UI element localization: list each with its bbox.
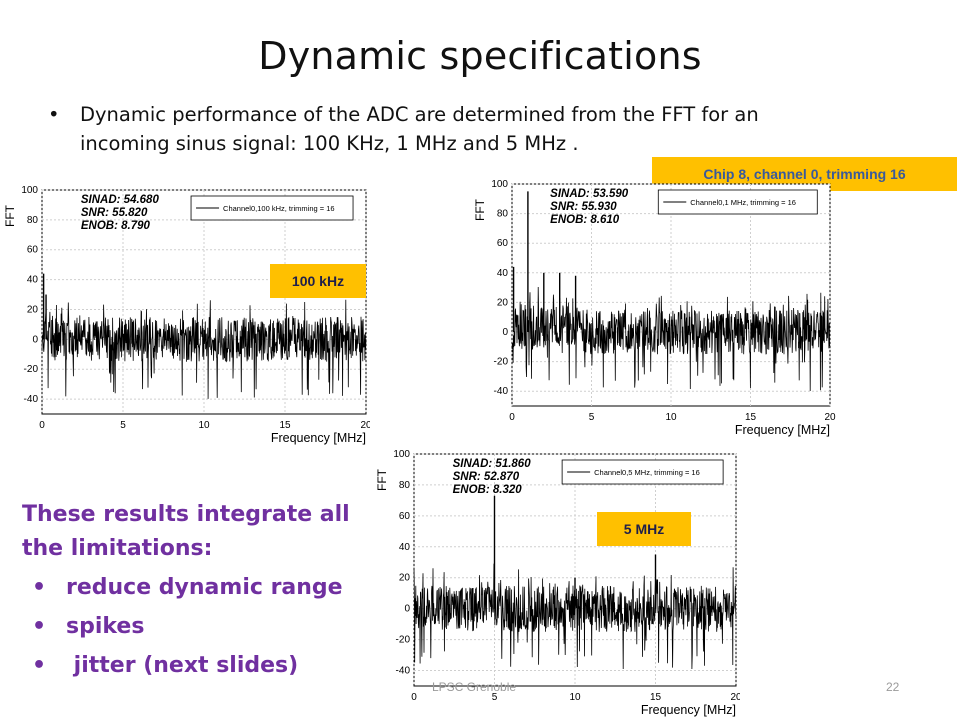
y-tick-label: 20 xyxy=(497,297,509,308)
y-tick-label: 80 xyxy=(399,480,411,491)
x-tick-label: 0 xyxy=(509,412,515,423)
x-tick-label: 10 xyxy=(569,692,581,703)
fft-chart-5mhz: 0 5 10 15 20 -40 -20 0 20 40 60 80 100 SINAD: 51.860S… xyxy=(376,449,740,717)
y-tick-label: 0 xyxy=(502,327,508,338)
x-tick-label: 20 xyxy=(824,412,836,423)
x-tick-label: 10 xyxy=(665,412,677,423)
list-item: • reduce dynamic range xyxy=(22,568,350,607)
y-axis-label: FFT xyxy=(376,468,389,491)
stat-label: SINAD: 54.680 xyxy=(81,194,160,206)
limitations-list: • reduce dynamic range • spikes • jitter (… xyxy=(22,568,350,685)
y-tick-label: -40 xyxy=(396,666,411,677)
y-tick-label: -40 xyxy=(494,386,509,397)
intro-line-1: Dynamic performance of the ADC are deter… xyxy=(80,103,759,126)
bullet-dot: • xyxy=(32,614,47,639)
stat-label: ENOB: 8.610 xyxy=(550,214,620,226)
list-item: • spikes xyxy=(22,607,350,646)
stat-label: ENOB: 8.320 xyxy=(453,484,523,496)
stat-label: SINAD: 53.590 xyxy=(550,188,629,200)
y-tick-label: 20 xyxy=(399,573,411,584)
stat-label: SNR: 55.820 xyxy=(81,207,148,219)
y-tick-label: 80 xyxy=(497,209,509,220)
x-axis-label: Frequency [MHz] xyxy=(735,423,830,437)
bullet-dot: • xyxy=(32,575,47,600)
x-tick-label: 0 xyxy=(411,692,417,703)
y-tick-label: 40 xyxy=(399,542,411,553)
x-tick-label: 20 xyxy=(360,420,370,431)
x-tick-label: 15 xyxy=(745,412,757,423)
x-tick-label: 15 xyxy=(279,420,291,431)
fft-chart-1mhz: 0 5 10 15 20 -40 -20 0 20 40 60 80 100 SINAD: 53.590S… xyxy=(473,180,836,437)
y-tick-label: 100 xyxy=(491,180,508,190)
bullet-dot: • xyxy=(48,103,60,126)
y-tick-label: 100 xyxy=(21,186,38,196)
y-tick-label: -20 xyxy=(494,357,509,368)
y-tick-label: 0 xyxy=(404,604,410,615)
y-tick-label: 60 xyxy=(399,511,411,522)
y-tick-label: 100 xyxy=(393,449,410,460)
y-tick-label: 20 xyxy=(27,304,39,315)
fft-chart-100khz: 0 5 10 15 20 -40 -20 0 20 40 60 80 100 SINAD: 54.680S… xyxy=(4,186,370,445)
y-tick-label: -20 xyxy=(24,364,39,375)
bullet-dot: • xyxy=(32,653,47,678)
y-axis-label: FFT xyxy=(4,204,17,227)
y-tick-label: 60 xyxy=(497,238,509,249)
conclusion-block: These results integrate all the limitati… xyxy=(22,498,350,685)
y-tick-label: 40 xyxy=(497,268,509,279)
conclusion-title-line-2: the limitations: xyxy=(22,536,213,561)
x-tick-label: 5 xyxy=(492,692,498,703)
y-tick-label: -20 xyxy=(396,635,411,646)
intro-bullet: • Dynamic performance of the ADC are det… xyxy=(48,100,888,158)
y-tick-label: 60 xyxy=(27,245,39,256)
x-tick-label: 10 xyxy=(198,420,210,431)
page-number: 22 xyxy=(886,680,900,694)
x-tick-label: 5 xyxy=(120,420,126,431)
fft-trace xyxy=(413,563,737,670)
stat-label: SINAD: 51.860 xyxy=(453,458,532,470)
intro-line-2: incoming sinus signal: 100 KHz, 1 MHz an… xyxy=(80,132,579,155)
legend-label: Channel0,5 MHz, trimming = 16 xyxy=(594,468,700,477)
slide-title: Dynamic specifications xyxy=(258,34,702,78)
x-axis-label: Frequency [MHz] xyxy=(271,431,366,445)
stat-label: SNR: 55.930 xyxy=(550,201,617,213)
x-tick-label: 0 xyxy=(39,420,45,431)
legend-label: Channel0,1 MHz, trimming = 16 xyxy=(690,198,796,207)
footer-org: LPSC Grenoble xyxy=(432,680,517,694)
legend-label: Channel0,100 kHz, trimming = 16 xyxy=(223,204,335,213)
x-tick-label: 20 xyxy=(730,692,740,703)
x-tick-label: 5 xyxy=(589,412,595,423)
stat-label: SNR: 52.870 xyxy=(453,471,520,483)
tag-5mhz: 5 MHz xyxy=(597,512,691,546)
list-item: • jitter (next slides) xyxy=(22,646,350,685)
tag-100khz: 100 kHz xyxy=(270,264,366,298)
y-axis-label: FFT xyxy=(473,198,487,221)
stat-label: ENOB: 8.790 xyxy=(81,220,151,232)
y-tick-label: 80 xyxy=(27,215,39,226)
x-tick-label: 15 xyxy=(650,692,662,703)
fft-trace xyxy=(41,299,367,399)
y-tick-label: 40 xyxy=(27,275,39,286)
fft-trace xyxy=(511,286,831,392)
y-tick-label: 0 xyxy=(32,334,38,345)
x-axis-label: Frequency [MHz] xyxy=(641,703,736,717)
conclusion-title-line-1: These results integrate all xyxy=(22,502,350,527)
y-tick-label: -40 xyxy=(24,394,39,405)
